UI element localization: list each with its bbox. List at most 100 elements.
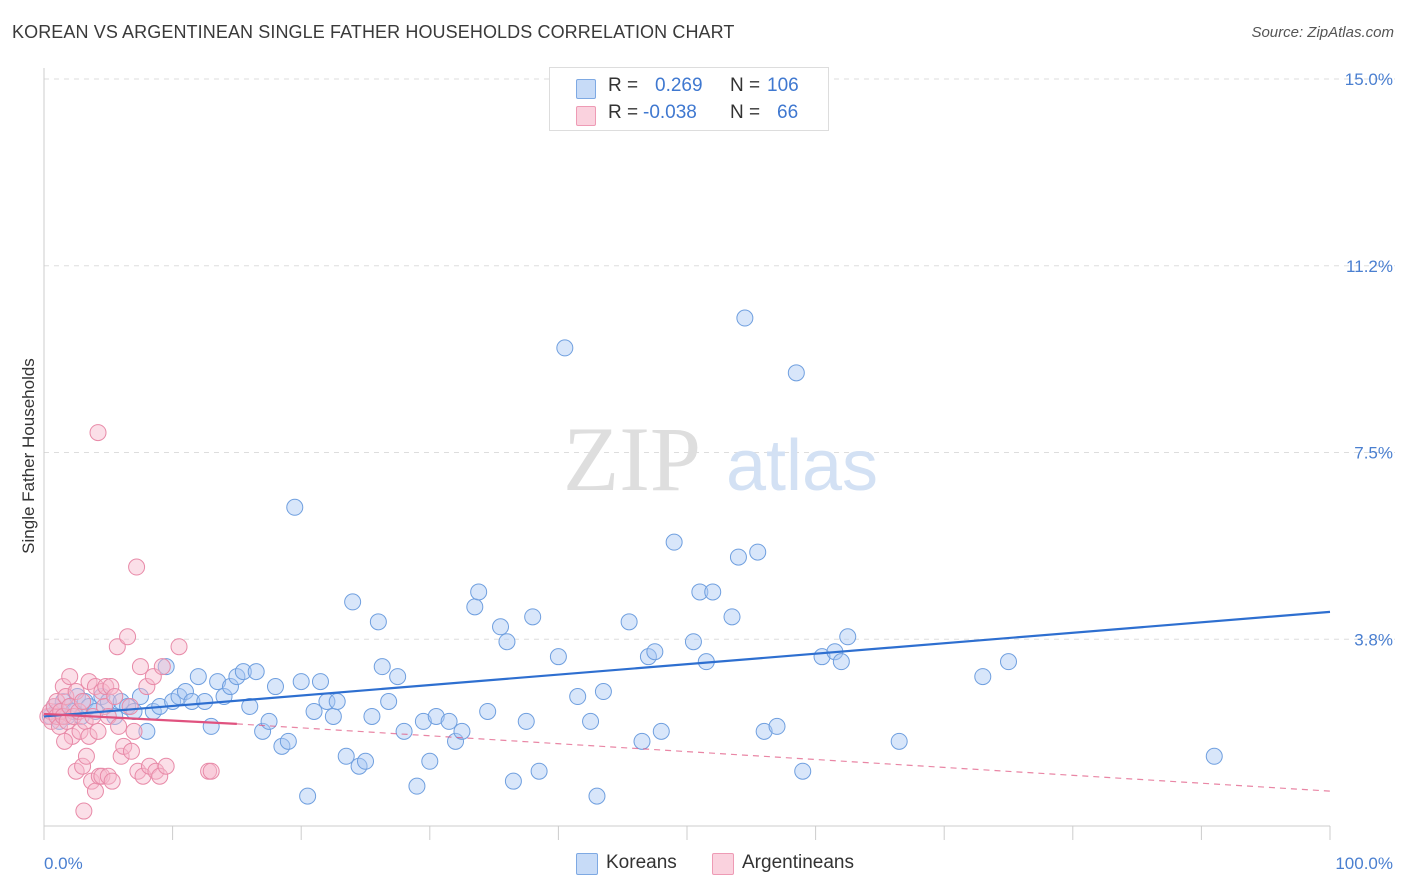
- point-koreans-84: [633, 732, 651, 750]
- point-koreans-62: [414, 712, 432, 730]
- point-koreans-44: [292, 673, 310, 691]
- point-koreans-74: [517, 712, 535, 730]
- point-koreans-94: [729, 548, 747, 566]
- source-label: Source: ZipAtlas.com: [1251, 24, 1394, 41]
- point-koreans-50: [328, 693, 346, 710]
- point-argentineans-53: [138, 678, 156, 696]
- chart-title: KOREAN VS ARGENTINEAN SINGLE FATHER HOUS…: [12, 22, 735, 42]
- bottom-legend-swatch-koreans: [576, 853, 598, 875]
- point-koreans-82: [594, 683, 612, 701]
- legend-n-value: 66: [777, 102, 799, 123]
- point-koreans-81: [588, 787, 606, 805]
- point-koreans-64: [427, 707, 445, 725]
- point-koreans-46: [305, 702, 323, 720]
- point-koreans-97: [755, 722, 773, 740]
- point-koreans-73: [504, 772, 522, 790]
- point-koreans-79: [569, 688, 587, 706]
- point-koreans-59: [389, 668, 407, 686]
- point-koreans-43: [286, 498, 304, 516]
- point-argentineans-33: [93, 767, 111, 785]
- point-koreans-38: [254, 722, 272, 740]
- scatter-points: [39, 309, 1223, 820]
- point-koreans-77: [549, 648, 567, 666]
- point-argentineans-60: [170, 638, 188, 656]
- point-argentineans-49: [128, 558, 146, 576]
- point-argentineans-5: [48, 693, 66, 710]
- y-tick-labels: 15.0% 11.2% 7.5% 3.8%: [1345, 70, 1393, 649]
- trend-lines: [43, 610, 1331, 792]
- point-argentineans-25: [80, 727, 98, 745]
- point-koreans-106: [974, 668, 992, 686]
- point-koreans-29: [196, 693, 214, 710]
- point-koreans-67: [453, 722, 471, 740]
- point-koreans-56: [369, 613, 387, 631]
- point-argentineans-19: [71, 722, 89, 740]
- point-koreans-92: [704, 583, 722, 601]
- point-argentineans-40: [106, 688, 124, 706]
- point-koreans-69: [470, 583, 488, 601]
- watermark: ZIP atlas: [563, 408, 878, 510]
- point-koreans-87: [652, 722, 670, 740]
- legend-r-value: 0.269: [655, 75, 703, 96]
- series-argentineans: [39, 424, 220, 820]
- point-koreans-65: [440, 712, 458, 730]
- legend-swatch-argentineans: [576, 106, 596, 126]
- point-koreans-72: [498, 633, 516, 651]
- legend-n-label: N =: [730, 75, 761, 96]
- point-koreans-99: [787, 364, 805, 382]
- trend-argentineans: [43, 712, 237, 726]
- point-koreans-19: [131, 688, 149, 706]
- point-argentineans-38: [102, 678, 120, 696]
- point-koreans-28: [189, 668, 207, 686]
- grid-lines: [44, 78, 1395, 640]
- watermark-atlas: atlas: [726, 426, 878, 506]
- point-koreans-100: [794, 762, 812, 780]
- x-tick-label-0: 0.0%: [44, 854, 83, 873]
- point-argentineans-12: [61, 668, 79, 686]
- point-argentineans-51: [131, 658, 149, 676]
- point-koreans-39: [260, 712, 278, 730]
- legend-n-label: N =: [730, 102, 761, 123]
- point-koreans-103: [832, 653, 850, 671]
- point-argentineans-30: [89, 722, 107, 740]
- point-koreans-35: [234, 663, 252, 681]
- point-argentineans-20: [74, 693, 92, 710]
- point-koreans-88: [665, 533, 683, 551]
- point-koreans-83: [620, 613, 638, 631]
- point-koreans-105: [890, 732, 908, 750]
- bottom-legend-label-argentineans: Argentineans: [742, 852, 854, 873]
- point-koreans-61: [408, 777, 426, 795]
- point-koreans-55: [363, 707, 381, 725]
- watermark-zip: ZIP: [563, 408, 701, 510]
- y-tick-label-0: 15.0%: [1345, 70, 1393, 89]
- point-koreans-36: [241, 697, 259, 715]
- point-koreans-54: [357, 752, 374, 770]
- y-axis-title: Single Father Households: [19, 358, 38, 554]
- axes: [43, 68, 1331, 840]
- point-koreans-30: [202, 717, 220, 735]
- point-argentineans-58: [153, 658, 171, 676]
- point-koreans-45: [299, 787, 317, 805]
- point-koreans-33: [221, 678, 239, 696]
- legend-r-label: R =: [608, 102, 639, 123]
- point-koreans-71: [492, 618, 510, 636]
- y-tick-label-1: 11.2%: [1346, 257, 1393, 276]
- x-tick-labels: 0.0% 100.0%: [44, 854, 1393, 873]
- point-argentineans-39: [103, 772, 121, 790]
- point-koreans-70: [479, 702, 497, 720]
- point-argentineans-23: [77, 747, 95, 765]
- point-argentineans-48: [125, 722, 143, 740]
- point-koreans-20: [138, 722, 156, 740]
- point-argentineans-41: [108, 638, 126, 656]
- legend-row-koreans: R = 0.269 N = 106: [550, 75, 828, 101]
- point-argentineans-59: [157, 757, 175, 775]
- point-argentineans-62: [202, 762, 220, 780]
- point-koreans-68: [466, 598, 484, 616]
- point-argentineans-29: [86, 782, 104, 800]
- legend-r-value: -0.038: [643, 102, 697, 123]
- point-koreans-47: [311, 673, 329, 691]
- point-koreans-108: [1205, 747, 1223, 765]
- point-koreans-104: [839, 628, 857, 646]
- point-koreans-98: [768, 717, 786, 735]
- point-argentineans-21: [74, 757, 92, 775]
